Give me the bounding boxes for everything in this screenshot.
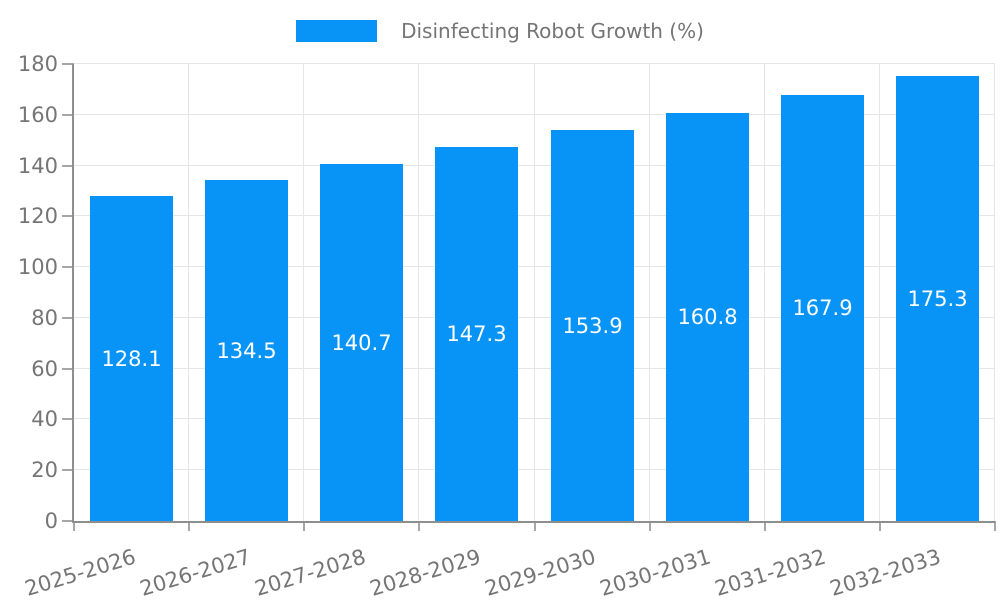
bar-value-label: 134.5: [216, 339, 277, 363]
y-tick: [62, 165, 74, 167]
y-axis-label: 0: [44, 509, 58, 533]
bar-value-label: 140.7: [331, 331, 392, 355]
y-gridline: [74, 63, 995, 64]
bar: [666, 113, 749, 521]
y-axis-label: 140: [17, 154, 58, 178]
x-tick: [418, 521, 420, 531]
y-axis-line: [72, 64, 74, 523]
x-gridline: [188, 64, 189, 521]
x-gridline: [418, 64, 419, 521]
bar-value-label: 128.1: [101, 347, 162, 371]
y-tick: [62, 368, 74, 370]
y-axis-label: 160: [17, 103, 58, 127]
y-axis-label: 80: [31, 306, 58, 330]
x-gridline: [534, 64, 535, 521]
y-axis-label: 180: [17, 52, 58, 76]
bar: [896, 76, 979, 521]
x-gridline: [649, 64, 650, 521]
y-axis-label: 100: [17, 255, 58, 279]
x-tick: [764, 521, 766, 531]
y-axis-label: 60: [31, 357, 58, 381]
bar-value-label: 160.8: [677, 305, 738, 329]
y-tick: [62, 63, 74, 65]
y-axis-label: 20: [31, 458, 58, 482]
y-axis-label: 120: [17, 204, 58, 228]
y-tick: [62, 469, 74, 471]
x-gridline: [994, 64, 995, 521]
legend-label: Disinfecting Robot Growth (%): [401, 19, 704, 43]
y-tick: [62, 215, 74, 217]
bar: [551, 130, 634, 521]
bar: [781, 95, 864, 521]
x-gridline: [303, 64, 304, 521]
legend-swatch: [296, 20, 378, 42]
y-tick: [62, 114, 74, 116]
y-tick: [62, 418, 74, 420]
x-tick: [188, 521, 190, 531]
bar: [205, 180, 288, 521]
bar: [90, 196, 173, 521]
bar-value-label: 147.3: [446, 322, 507, 346]
bar: [435, 147, 518, 521]
x-tick: [73, 521, 75, 531]
bar-value-label: 175.3: [907, 287, 968, 311]
x-tick: [303, 521, 305, 531]
bar-value-label: 167.9: [792, 296, 853, 320]
x-tick: [879, 521, 881, 531]
x-axis-line: [72, 521, 995, 523]
bar: [320, 164, 403, 521]
y-tick: [62, 317, 74, 319]
legend: Disinfecting Robot Growth (%): [0, 19, 1000, 43]
y-tick: [62, 266, 74, 268]
x-tick: [649, 521, 651, 531]
y-axis-label: 40: [31, 407, 58, 431]
bar-value-label: 153.9: [562, 314, 623, 338]
x-gridline: [879, 64, 880, 521]
x-gridline: [764, 64, 765, 521]
x-tick: [534, 521, 536, 531]
x-tick: [994, 521, 996, 531]
y-tick: [62, 520, 74, 522]
